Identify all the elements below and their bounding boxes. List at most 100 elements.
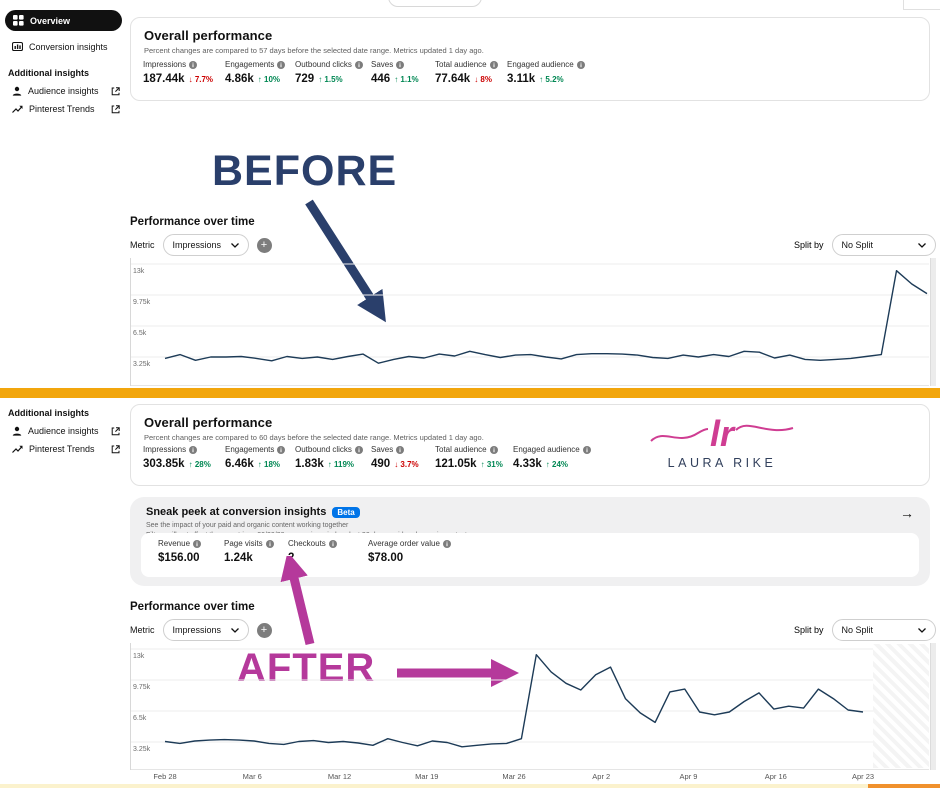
metric-delta: ↑ 10% [257,75,281,84]
external-link-icon[interactable] [111,444,120,454]
sidebar-item-audience-insights[interactable]: Audience insights [0,422,128,440]
metric-engaged-audience: Engaged audience 4.33k ↑ 24% [513,445,591,470]
info-icon[interactable] [354,445,363,454]
external-link-icon[interactable] [111,86,120,96]
info-icon[interactable] [576,60,585,69]
split-select-after[interactable]: No Split [831,619,936,641]
metric-page-visits: Page visits 1.24k [224,539,274,564]
metric-delta: ↑ 28% [188,460,211,469]
chart-scrollbar[interactable] [930,258,936,386]
metric-label: Total audience [435,445,487,454]
x-axis-label: Apr 9 [679,772,698,781]
info-icon[interactable] [193,539,202,548]
info-icon[interactable] [265,539,274,548]
metric-value: 4.86k [225,73,254,85]
split-controls-after: Split by No Split [794,619,936,641]
card-title: Overall performance [144,415,273,430]
info-icon[interactable] [189,60,198,69]
card-subtitle: Percent changes are compared to 57 days … [144,46,484,55]
overall-performance-card-before: Overall performance Percent changes are … [130,17,930,101]
metric-label: Impressions [143,60,187,69]
info-icon[interactable] [277,60,286,69]
metric-select-after[interactable]: Impressions [162,619,249,641]
conversion-insights-icon [12,41,23,52]
add-metric-button-after[interactable]: + [256,622,272,638]
performance-chart-before[interactable]: 13k 9.75k 6.5k 3.25k [130,258,930,386]
sidebar-item-pinterest-trends[interactable]: Pinterest Trends [0,440,128,458]
metric-delta: ↑ 24% [545,460,569,469]
info-icon[interactable] [489,445,498,454]
info-icon[interactable] [354,60,363,69]
x-axis-label: Apr 2 [592,772,611,781]
card-title: Overall performance [144,28,273,43]
metric-value: 4.33k [513,458,542,470]
x-axis-label: Mar 6 [242,772,262,781]
sidebar-after: Additional insights Audience insights Pi… [0,404,128,458]
metric-label: Page visits [224,539,263,548]
external-link-icon[interactable] [111,426,120,436]
metric-select-value: Impressions [172,240,222,250]
sidebar-item-label: Audience insights [28,426,99,436]
sidebar-item-audience-insights[interactable]: Audience insights [0,82,128,100]
metric-delta: ↑ 1.5% [318,75,343,84]
metric-delta: ↑ 1.1% [394,75,419,84]
logo-wordmark: LAURA RIKE [668,456,777,470]
info-icon[interactable] [189,445,198,454]
before-arrow [305,199,386,323]
add-metric-button-before[interactable]: + [256,237,272,253]
info-icon[interactable] [396,60,405,69]
info-icon[interactable] [489,60,498,69]
metric-value: 446 [371,73,391,85]
performance-over-time-title-after: Performance over time [130,601,255,613]
metric-outbound-clicks: Outbound clicks 729 ↑ 1.5% [295,60,363,85]
cutoff-element-top [388,0,482,7]
split-select-value: No Split [841,240,874,250]
sneak-peek-open-arrow[interactable]: → [900,505,914,521]
metric-label: Outbound clicks [295,60,352,69]
info-icon[interactable] [277,445,286,454]
chevron-down-icon [917,242,926,248]
metric-revenue: Revenue $156.00 [158,539,202,564]
info-icon[interactable] [396,445,405,454]
future-data-hatch-region [873,644,929,768]
metric-label: Engaged audience [513,445,580,454]
metric-value: 187.44k [143,73,185,85]
performance-chart-after[interactable]: 13k 9.75k 6.5k 3.25k [130,643,930,770]
sidebar-item-conversion-insights[interactable]: Conversion insights [0,37,128,56]
metric-label: Revenue [158,539,191,548]
metric-outbound-clicks: Outbound clicks 1.83k ↑ 119% [295,445,363,470]
logo-script: lr [710,413,736,454]
metric-label: Checkouts [288,539,326,548]
sneak-peek-card: Sneak peek at conversion insights Beta S… [130,497,930,586]
info-icon[interactable] [328,539,337,548]
trending-up-icon [12,105,23,113]
metric-select-before[interactable]: Impressions [162,234,249,256]
y-tick-label: 13k [133,268,145,275]
overall-performance-card-after: Overall performance Percent changes are … [130,404,930,486]
chart-line-impressions [164,653,864,748]
sidebar-item-pinterest-trends[interactable]: Pinterest Trends [0,100,128,118]
sidebar-before: Overview Conversion insights Additional … [0,10,128,118]
x-axis-label: Mar 12 [327,772,352,781]
metric-value: 121.05k [435,458,477,470]
sidebar-item-overview[interactable]: Overview [5,10,122,31]
metric-value: 729 [295,73,315,85]
x-axis-labels: Feb 28 Mar 6 Mar 12 Mar 19 Mar 26 Apr 2 Apr 9 A… [130,772,930,784]
chart-scrollbar[interactable] [930,643,936,770]
y-tick-label: 13k [133,653,145,660]
metric-value: 3.11k [507,73,536,85]
x-axis-label: Feb 28 [153,772,177,781]
beta-badge: Beta [332,506,360,518]
external-link-icon[interactable] [111,104,120,114]
metric-label: Total audience [435,60,487,69]
x-axis-label: Apr 16 [764,772,787,781]
card-subtitle: Percent changes are compared to 60 days … [144,433,484,442]
metric-label-text: Metric [130,240,155,250]
metric-controls-after: Metric Impressions + [130,619,272,641]
metric-value: 1.83k [295,458,324,470]
info-icon[interactable] [582,445,591,454]
chevron-down-icon [230,242,239,248]
split-select-before[interactable]: No Split [831,234,936,256]
info-icon[interactable] [442,539,451,548]
sneak-peek-title: Sneak peek at conversion insights [146,506,327,518]
